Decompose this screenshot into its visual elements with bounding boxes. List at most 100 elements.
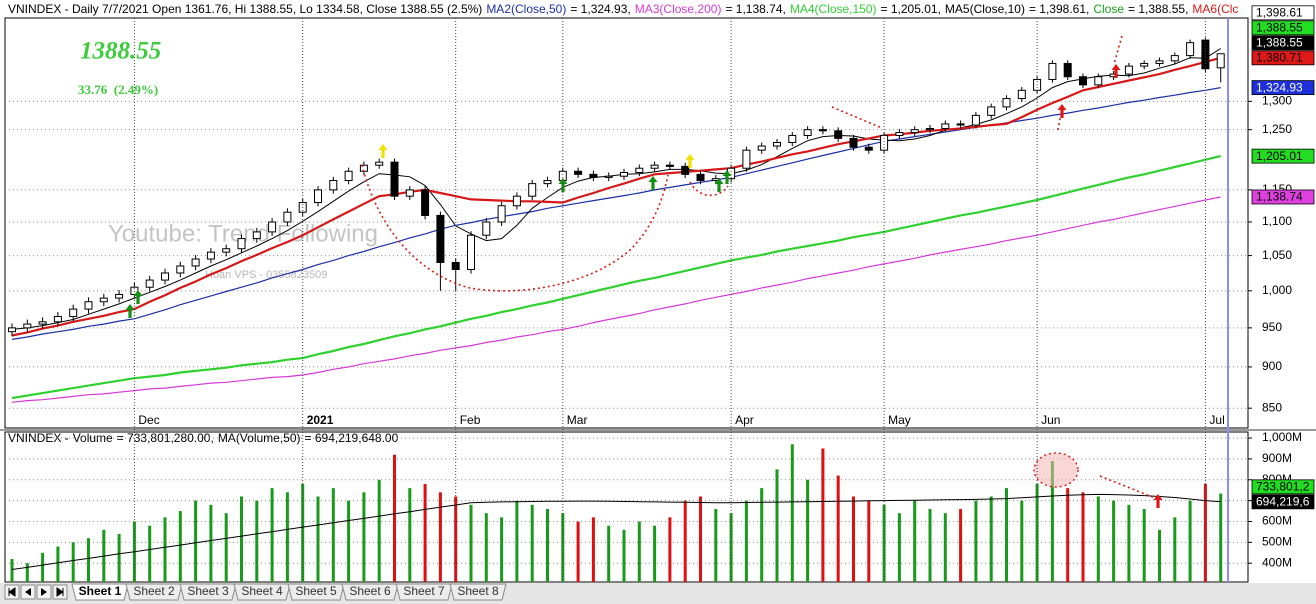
candle-body — [895, 132, 904, 136]
x-tick-label: Apr — [735, 413, 754, 427]
volume-bar — [591, 517, 595, 582]
candle-body — [650, 164, 659, 169]
candle-body — [467, 234, 475, 270]
candle-body — [773, 141, 781, 147]
volume-bar — [117, 534, 121, 582]
sheet-tab[interactable] — [287, 583, 345, 601]
sheet-tab-label: Sheet 6 — [349, 584, 391, 598]
volume-bar — [530, 504, 534, 582]
x-tick-label: Dec — [138, 413, 159, 427]
candle-body — [206, 251, 215, 260]
ma-line — [11, 48, 1221, 330]
volume-bar — [836, 475, 840, 582]
sheet-tab[interactable] — [125, 583, 183, 601]
y-tick-label: 900M — [1262, 451, 1292, 465]
volume-bar — [1096, 496, 1100, 582]
value-badge-label: 1,138.74 — [1256, 190, 1303, 204]
candle-body — [23, 323, 32, 329]
value-badge-label: 1,398.61 — [1256, 6, 1303, 20]
candle-body — [451, 261, 460, 270]
sheet-tab-label: Sheet 8 — [457, 584, 499, 598]
y-tick-label: 1,050 — [1262, 248, 1292, 262]
volume-bar — [913, 500, 917, 582]
candle-body — [589, 173, 598, 178]
candle-body — [99, 297, 108, 303]
value-badge — [1251, 50, 1315, 66]
volume-bar — [224, 513, 228, 582]
sheet-tab[interactable] — [179, 583, 237, 601]
candle-body — [1094, 76, 1103, 86]
volume-bar — [1173, 517, 1177, 582]
volume-bar — [1112, 500, 1116, 582]
volume-bar — [331, 488, 335, 582]
volume-bar — [1219, 493, 1223, 582]
sheet-tab-label: Sheet 2 — [133, 584, 175, 598]
volume-bar — [469, 504, 473, 582]
candle-body — [1170, 55, 1179, 62]
candle-body — [222, 248, 231, 253]
volume-bar — [806, 479, 810, 582]
volume-bar — [1050, 460, 1054, 582]
y-tick-label: 600M — [1262, 514, 1292, 528]
candle-body — [604, 175, 613, 178]
candle-body — [574, 170, 583, 175]
candle-body — [1017, 89, 1026, 100]
header-prefix: VNINDEX - — [8, 431, 69, 445]
volume-bar — [989, 496, 993, 582]
sheet-tab[interactable] — [449, 583, 507, 601]
sheet-tab-label: Sheet 4 — [241, 584, 283, 598]
candle-body — [910, 129, 919, 134]
sheet-tab[interactable] — [233, 583, 291, 601]
volume-bar — [515, 500, 519, 582]
volume-bar — [760, 488, 764, 582]
value-badge-label: 1,388.55 — [1256, 36, 1303, 50]
volume-bar — [744, 500, 748, 582]
candle-body — [528, 183, 537, 197]
volume-bar — [270, 488, 274, 582]
price-header: VNINDEX - Daily 7/7/2021 Open 1361.76, H… — [8, 2, 1238, 16]
candle-body — [283, 211, 292, 223]
volume-trend-dots — [1099, 475, 1161, 501]
volume-bar — [974, 500, 978, 582]
candle-body — [497, 205, 506, 223]
nav-first-icon — [8, 587, 16, 597]
sheet-tab-label: Sheet 1 — [79, 584, 122, 598]
sheet-tab[interactable] — [71, 583, 129, 601]
candle-body — [696, 173, 705, 182]
candle-body — [405, 189, 414, 197]
legend-value: = 1,398.61, — [1029, 2, 1089, 16]
volume-bar — [561, 513, 565, 582]
volume-bar — [821, 448, 825, 582]
volume-ma-line — [11, 493, 1221, 570]
volume-bar — [148, 525, 152, 582]
volume-bar — [607, 525, 611, 582]
candle-body — [788, 134, 797, 143]
volume-bar — [622, 529, 626, 582]
ma-line — [11, 196, 1221, 403]
volume-bar — [500, 517, 504, 582]
volume-header: VNINDEX - Volume = 733,801,280.00, MA(Volum… — [8, 431, 399, 445]
volume-bar — [209, 504, 213, 582]
y-tick-label: 1,100 — [1262, 214, 1292, 228]
candle-body — [421, 189, 430, 216]
sheet-tab[interactable] — [341, 583, 399, 601]
big-close: 1388.55 — [80, 38, 161, 65]
sheet-tab[interactable] — [395, 583, 453, 601]
value-badge-label: 1,380.71 — [1256, 51, 1303, 65]
volume-bar — [729, 513, 733, 582]
volume-bar — [423, 483, 427, 582]
volume-bar — [347, 500, 351, 582]
y-tick-label: 1,000M — [1262, 430, 1302, 444]
value-badge — [1251, 494, 1315, 510]
trend-dots — [831, 106, 883, 129]
sheet-tab-label: Sheet 5 — [295, 584, 337, 598]
volume-bar — [683, 500, 687, 582]
nav-prev-icon — [25, 588, 31, 596]
volume-bar — [699, 496, 702, 582]
candle-body — [1124, 65, 1133, 75]
change: 33.76 (2.49%) — [78, 82, 158, 97]
y-tick-label: 1,300 — [1262, 94, 1292, 108]
candle-body — [987, 106, 996, 116]
candle-body — [818, 129, 827, 132]
